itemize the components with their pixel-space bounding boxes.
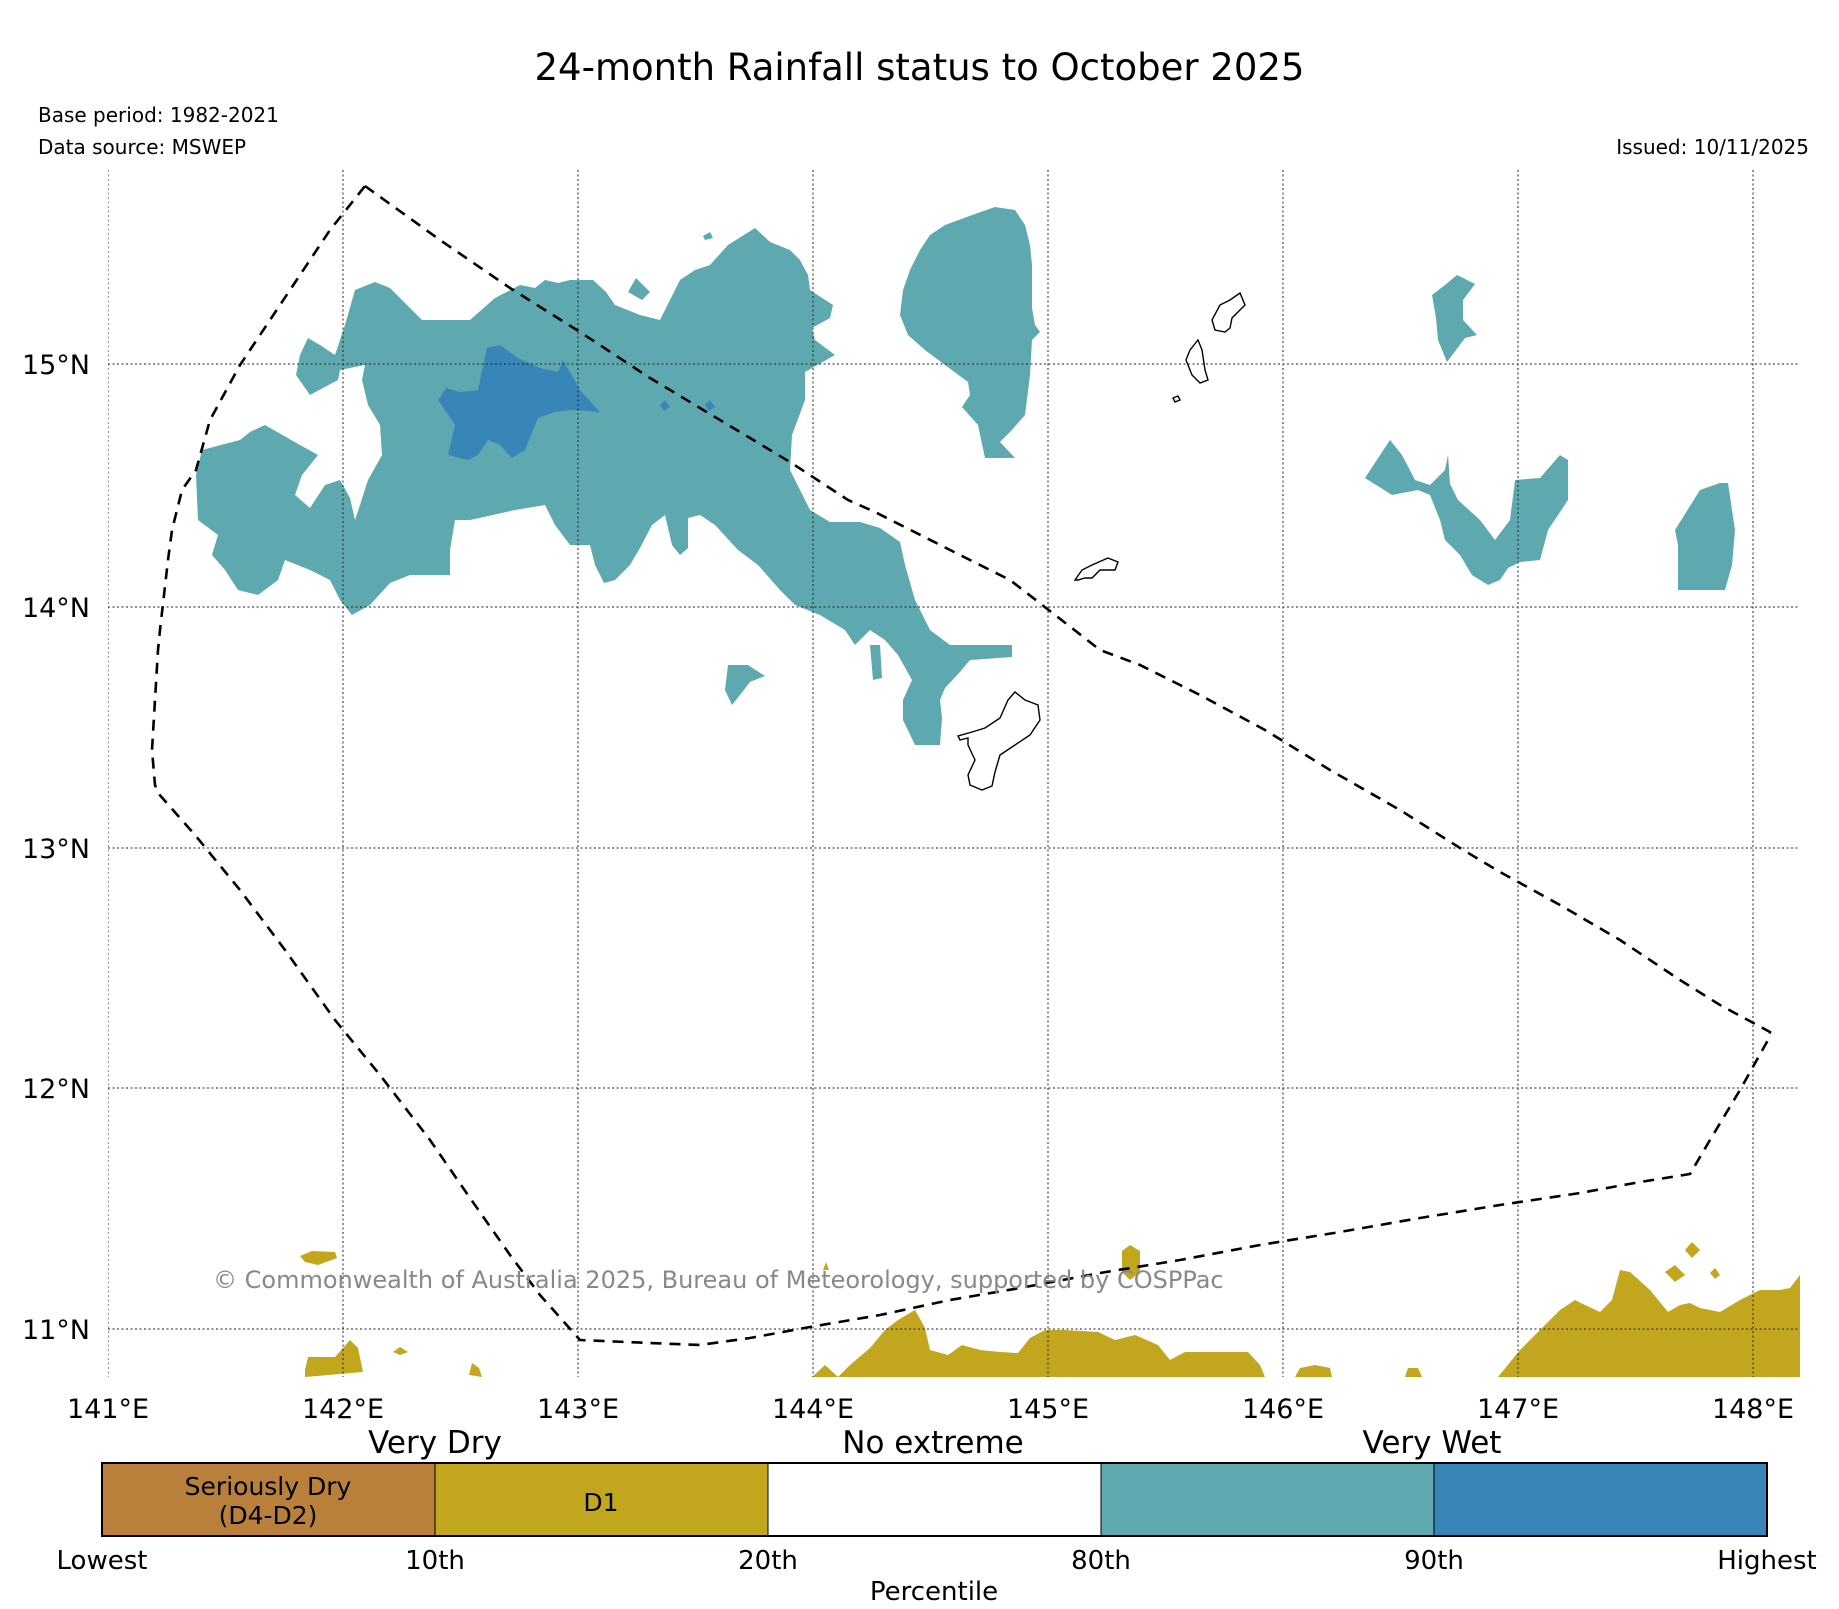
segment-label-d1: D1 bbox=[583, 1488, 618, 1517]
colorbar-frame bbox=[101, 1462, 1768, 1537]
saipan-coastline bbox=[1185, 338, 1209, 384]
lon-label-142e: 142°E bbox=[302, 1394, 384, 1425]
guam-coastline bbox=[956, 691, 1041, 791]
dry-region-west-1 bbox=[300, 1251, 337, 1265]
dry-region-mid-1 bbox=[1295, 1365, 1332, 1377]
colorbar-segment-seriously-dry bbox=[101, 1462, 436, 1537]
tick-lowest: Lowest bbox=[57, 1546, 148, 1576]
colorbar-xlabel: Percentile bbox=[870, 1577, 998, 1607]
very-wet-region-east-2 bbox=[1365, 440, 1568, 585]
map-title: 24-month Rainfall status to October 2025 bbox=[534, 46, 1305, 89]
dry-region-mid-2 bbox=[1405, 1368, 1422, 1377]
dry-region-island bbox=[1122, 1245, 1140, 1280]
very-wet-region-main bbox=[196, 228, 1012, 745]
segment-label-d4-d2: (D4-D2) bbox=[219, 1501, 318, 1530]
tick-highest: Highest bbox=[1717, 1546, 1817, 1576]
very-wet-region-small-4 bbox=[870, 645, 882, 680]
lat-label-11n: 11°N bbox=[22, 1315, 90, 1346]
aguijan-coastline bbox=[1211, 291, 1246, 333]
tick-90th: 90th bbox=[1404, 1546, 1464, 1576]
eez-boundary bbox=[150, 184, 1772, 1347]
issued-date: Issued: 10/11/2025 bbox=[1616, 135, 1809, 159]
longitude-labels: 141°E 142°E 143°E 144°E 145°E 146°E 147°… bbox=[67, 1394, 1794, 1425]
very-wet-region-small-1 bbox=[628, 278, 650, 300]
colorbar-segment-no-extreme bbox=[767, 1462, 1102, 1537]
colorbar-segment-labels: Seriously Dry (D4-D2) D1 bbox=[185, 1472, 619, 1530]
lat-label-14n: 14°N bbox=[22, 593, 90, 624]
lon-label-147e: 147°E bbox=[1477, 1394, 1559, 1425]
wet-dot-1 bbox=[660, 400, 670, 411]
dry-region-west-2 bbox=[305, 1340, 363, 1377]
colorbar: Very Dry No extreme Very Wet Seriously D… bbox=[57, 1425, 1817, 1607]
colorbar-ticks: Lowest 10th 20th 80th 90th Highest Perce… bbox=[57, 1546, 1817, 1607]
lon-label-148e: 148°E bbox=[1712, 1394, 1794, 1425]
lon-label-141e: 141°E bbox=[67, 1394, 149, 1425]
dry-diamond-2 bbox=[1685, 1242, 1700, 1258]
lat-label-13n: 13°N bbox=[22, 834, 90, 865]
latitude-labels: 15°N 14°N 13°N 12°N 11°N bbox=[22, 350, 90, 1346]
lat-label-12n: 12°N bbox=[22, 1074, 90, 1105]
coastlines bbox=[956, 291, 1246, 791]
very-wet-region-east-1 bbox=[1432, 275, 1477, 362]
group-label-very-dry: Very Dry bbox=[368, 1425, 502, 1461]
tinian-coastline bbox=[1172, 395, 1181, 403]
lon-label-144e: 144°E bbox=[772, 1394, 854, 1425]
very-wet-region-ne bbox=[900, 207, 1040, 458]
data-source-note: Data source: MSWEP bbox=[38, 135, 247, 159]
dry-d1-regions bbox=[300, 1242, 1800, 1377]
group-label-no-extreme: No extreme bbox=[842, 1425, 1023, 1461]
dry-region-west-4 bbox=[469, 1363, 482, 1377]
map-area: © Commonwealth of Australia 2025, Bureau… bbox=[108, 170, 1800, 1377]
dry-region-central bbox=[812, 1310, 1265, 1377]
tick-80th: 80th bbox=[1071, 1546, 1131, 1576]
gridlines bbox=[108, 170, 1800, 1377]
colorbar-segment-80th bbox=[1100, 1462, 1435, 1537]
copyright-text: © Commonwealth of Australia 2025, Bureau… bbox=[213, 1266, 1224, 1294]
base-period-note: Base period: 1982-2021 bbox=[38, 103, 279, 127]
very-wet-90-regions bbox=[438, 345, 715, 460]
wet-dot-2 bbox=[705, 400, 715, 411]
tick-20th: 20th bbox=[738, 1546, 798, 1576]
colorbar-segment-90th bbox=[1433, 1462, 1768, 1537]
very-wet-region-small-2 bbox=[703, 232, 713, 240]
tick-10th: 10th bbox=[405, 1546, 465, 1576]
very-wet-region-east-3 bbox=[1675, 483, 1735, 590]
group-label-very-wet: Very Wet bbox=[1363, 1425, 1502, 1461]
very-wet-region-small-3 bbox=[725, 665, 765, 705]
very-wet-80-regions bbox=[196, 207, 1735, 745]
lon-label-145e: 145°E bbox=[1007, 1394, 1089, 1425]
dry-region-east bbox=[1498, 1270, 1800, 1377]
colorbar-group-labels: Very Dry No extreme Very Wet bbox=[368, 1425, 1501, 1461]
lat-label-15n: 15°N bbox=[22, 350, 90, 381]
dry-diamond-3 bbox=[1710, 1268, 1720, 1279]
lon-label-143e: 143°E bbox=[537, 1394, 619, 1425]
lon-label-146e: 146°E bbox=[1242, 1394, 1324, 1425]
dry-region-west-3 bbox=[393, 1347, 408, 1355]
dry-diamond-1 bbox=[1665, 1265, 1685, 1282]
segment-label-seriously-dry: Seriously Dry bbox=[185, 1472, 352, 1501]
dry-region-dot bbox=[823, 1262, 829, 1270]
wettest-region bbox=[438, 345, 600, 460]
colorbar-segments bbox=[101, 1462, 1768, 1537]
rota-coastline bbox=[1073, 557, 1119, 581]
